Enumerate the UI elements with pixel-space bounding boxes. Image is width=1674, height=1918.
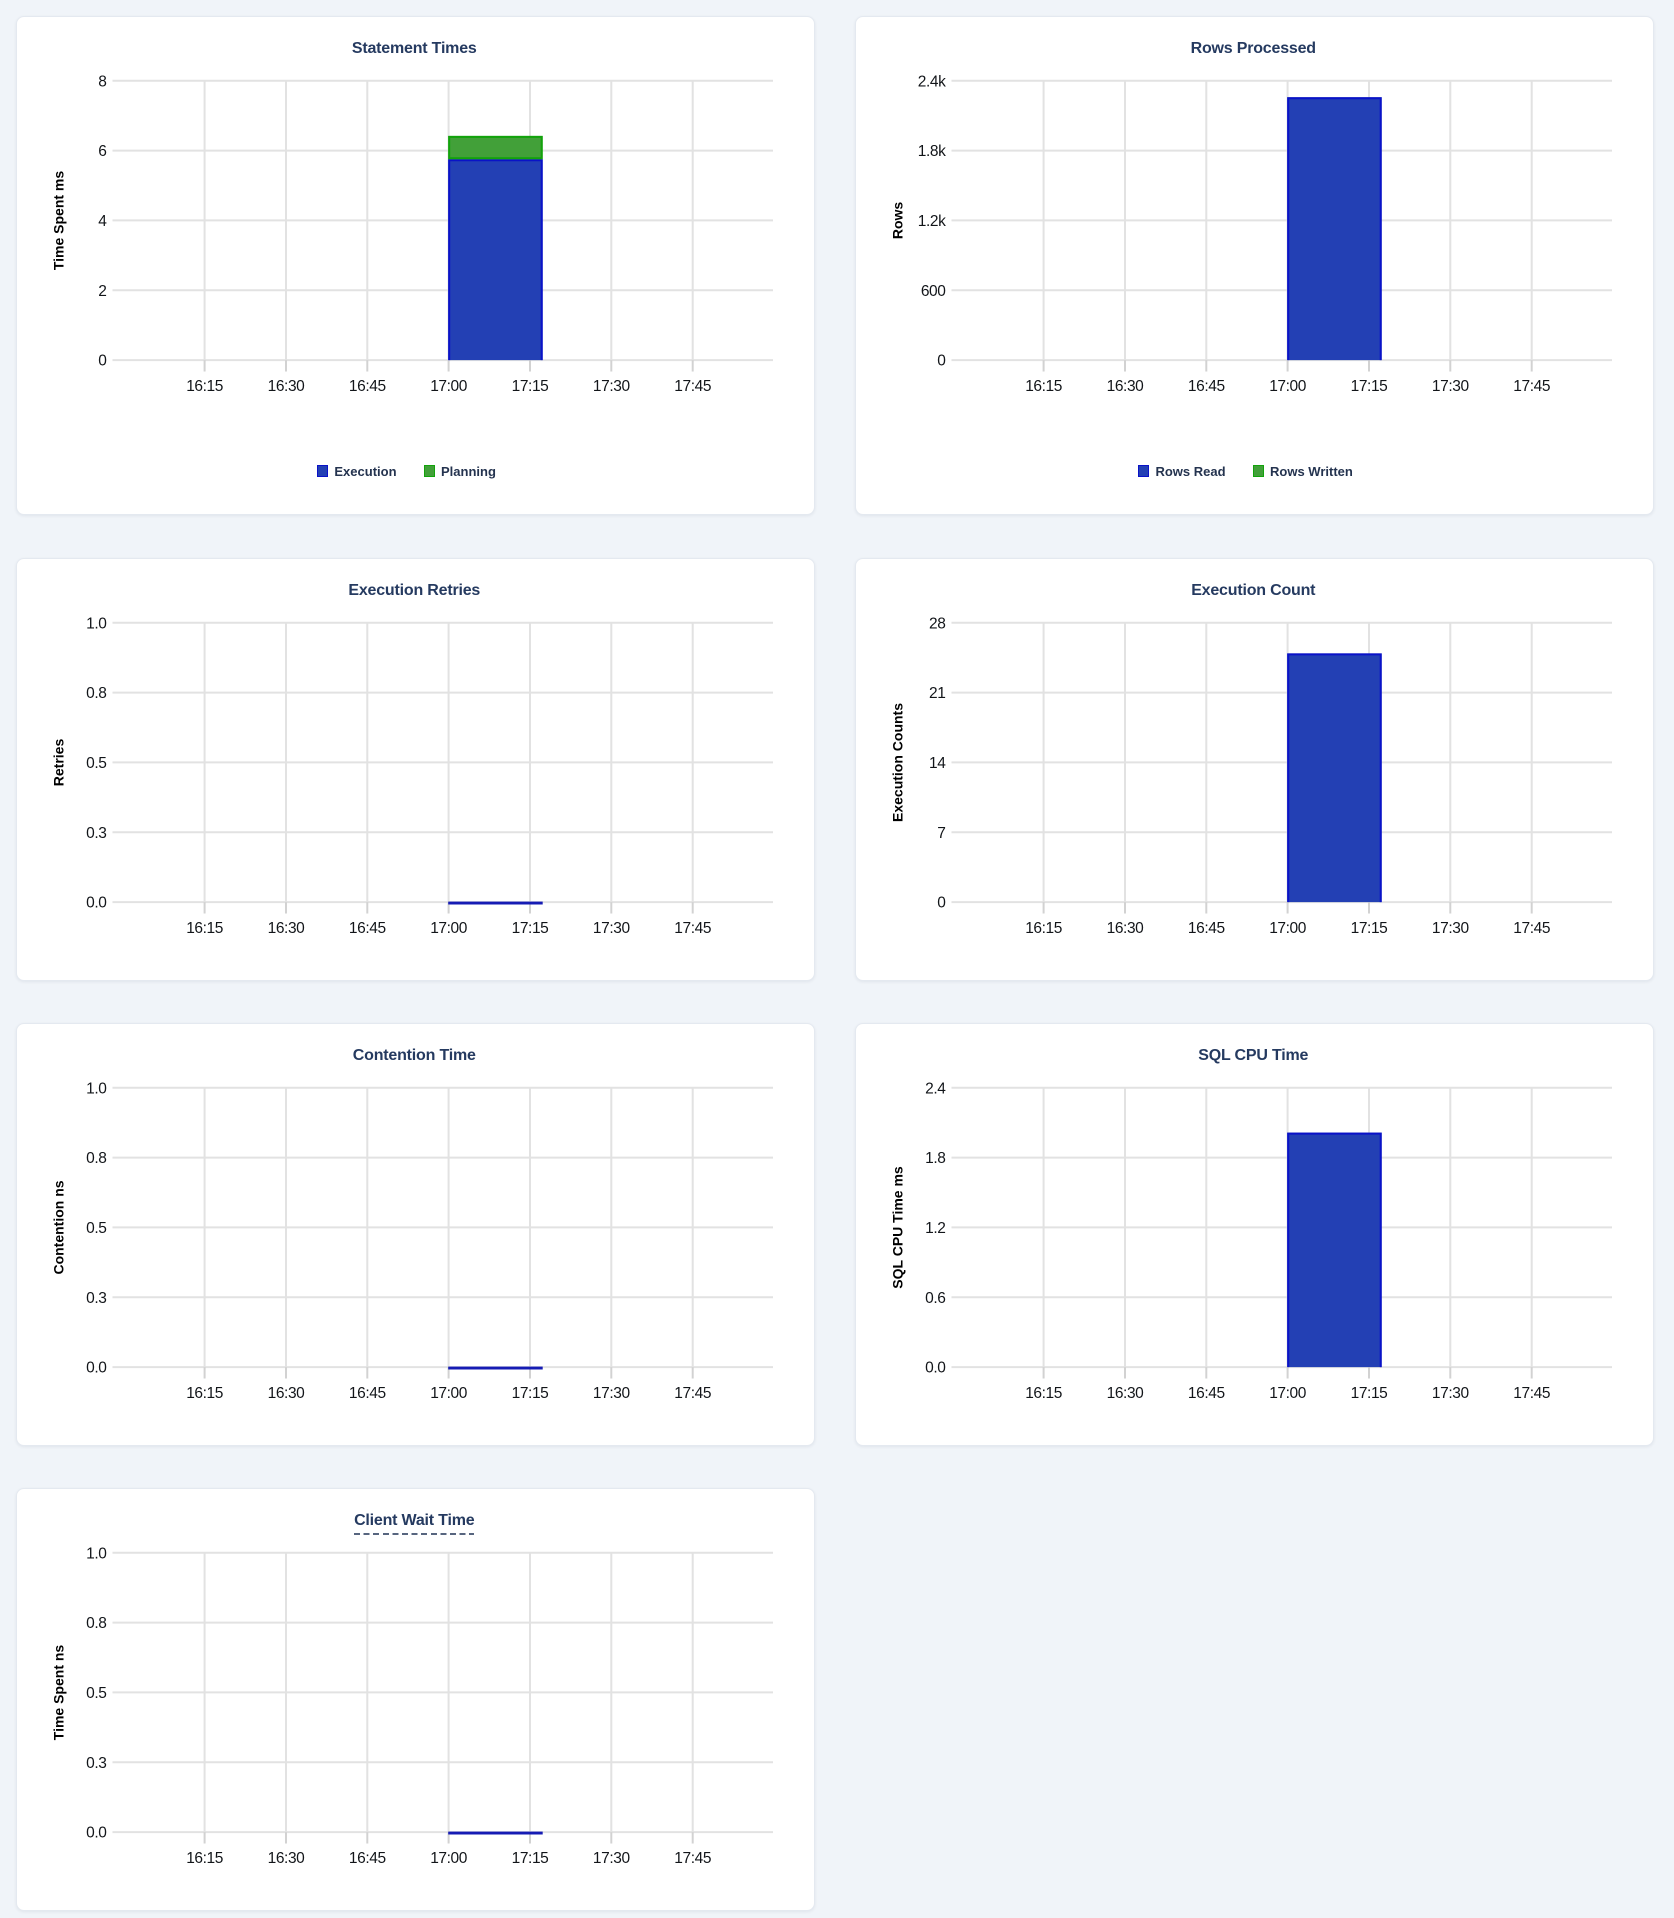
svg-text:17:15: 17:15	[512, 1385, 549, 1402]
svg-text:16:30: 16:30	[1107, 378, 1145, 395]
svg-text:16:15: 16:15	[186, 920, 223, 937]
svg-text:0.0: 0.0	[86, 1360, 107, 1377]
svg-text:17:15: 17:15	[512, 378, 549, 395]
svg-text:16:30: 16:30	[1107, 920, 1145, 937]
svg-text:17:30: 17:30	[593, 1850, 631, 1867]
svg-text:16:30: 16:30	[268, 920, 306, 937]
svg-text:Contention ns: Contention ns	[51, 1180, 67, 1274]
svg-text:0.3: 0.3	[86, 1290, 106, 1307]
svg-text:17:00: 17:00	[430, 1385, 468, 1402]
svg-text:17:15: 17:15	[1351, 378, 1388, 395]
svg-text:16:15: 16:15	[1025, 378, 1062, 395]
svg-text:0.0: 0.0	[925, 1360, 946, 1377]
svg-text:17:45: 17:45	[674, 1850, 711, 1867]
svg-text:1.0: 1.0	[86, 1545, 107, 1562]
svg-text:16:45: 16:45	[349, 1850, 386, 1867]
svg-text:17:45: 17:45	[1513, 378, 1550, 395]
svg-text:Time Spent ms: Time Spent ms	[51, 171, 67, 271]
svg-text:0.8: 0.8	[86, 1150, 106, 1167]
svg-text:17:15: 17:15	[512, 1850, 549, 1867]
svg-text:2: 2	[98, 283, 106, 300]
svg-text:2.4k: 2.4k	[918, 73, 946, 90]
svg-text:17:15: 17:15	[512, 920, 549, 937]
svg-text:17:00: 17:00	[430, 920, 468, 937]
svg-text:17:00: 17:00	[1269, 378, 1307, 395]
svg-text:16:30: 16:30	[268, 1850, 306, 1867]
svg-text:0.5: 0.5	[86, 755, 106, 772]
svg-text:17:30: 17:30	[593, 920, 631, 937]
svg-text:600: 600	[921, 283, 946, 300]
svg-text:16:30: 16:30	[268, 1385, 306, 1402]
svg-text:Time Spent ns: Time Spent ns	[51, 1645, 67, 1741]
svg-text:21: 21	[929, 685, 945, 702]
svg-text:0.0: 0.0	[86, 1825, 107, 1842]
svg-text:16:45: 16:45	[1188, 1385, 1225, 1402]
svg-text:7: 7	[937, 825, 945, 842]
svg-text:16:15: 16:15	[1025, 1385, 1062, 1402]
svg-text:16:30: 16:30	[1107, 1385, 1145, 1402]
svg-text:1.0: 1.0	[86, 1080, 107, 1097]
svg-text:0: 0	[937, 353, 946, 370]
svg-text:0.8: 0.8	[86, 685, 106, 702]
svg-text:0.3: 0.3	[86, 825, 106, 842]
svg-text:17:30: 17:30	[593, 378, 631, 395]
svg-text:Rows: Rows	[890, 202, 906, 240]
svg-text:17:00: 17:00	[430, 1850, 468, 1867]
svg-text:16:15: 16:15	[186, 1385, 223, 1402]
svg-text:0.3: 0.3	[86, 1755, 106, 1772]
svg-text:0.8: 0.8	[86, 1615, 106, 1632]
svg-text:17:45: 17:45	[1513, 1385, 1550, 1402]
svg-text:8: 8	[98, 73, 106, 90]
svg-text:0.0: 0.0	[86, 895, 107, 912]
svg-text:14: 14	[929, 755, 946, 772]
svg-text:17:15: 17:15	[1351, 920, 1388, 937]
svg-text:16:45: 16:45	[1188, 920, 1225, 937]
svg-text:16:15: 16:15	[186, 378, 223, 395]
svg-text:Execution Counts: Execution Counts	[890, 703, 906, 822]
svg-text:16:45: 16:45	[349, 920, 386, 937]
svg-text:17:15: 17:15	[1351, 1385, 1388, 1402]
svg-text:16:45: 16:45	[1188, 378, 1225, 395]
svg-text:16:30: 16:30	[268, 378, 306, 395]
svg-text:4: 4	[98, 213, 107, 230]
svg-text:1.2k: 1.2k	[918, 213, 946, 230]
svg-text:0.5: 0.5	[86, 1685, 106, 1702]
svg-text:2.4: 2.4	[925, 1080, 946, 1097]
svg-text:1.8: 1.8	[925, 1150, 945, 1167]
svg-text:16:45: 16:45	[349, 1385, 386, 1402]
svg-text:16:15: 16:15	[186, 1850, 223, 1867]
svg-text:28: 28	[929, 615, 945, 632]
svg-text:17:00: 17:00	[430, 378, 468, 395]
svg-text:17:45: 17:45	[674, 378, 711, 395]
svg-text:17:00: 17:00	[1269, 920, 1307, 937]
svg-text:1.8k: 1.8k	[918, 143, 946, 160]
svg-text:17:30: 17:30	[593, 1385, 631, 1402]
svg-text:0.5: 0.5	[86, 1220, 106, 1237]
svg-text:Retries: Retries	[51, 739, 67, 787]
svg-text:0.6: 0.6	[925, 1290, 945, 1307]
svg-text:0: 0	[937, 895, 946, 912]
svg-text:1.0: 1.0	[86, 615, 107, 632]
svg-text:SQL CPU Time ms: SQL CPU Time ms	[890, 1166, 906, 1289]
svg-text:17:00: 17:00	[1269, 1385, 1307, 1402]
svg-text:17:45: 17:45	[674, 1385, 711, 1402]
svg-text:17:45: 17:45	[674, 920, 711, 937]
svg-text:6: 6	[98, 143, 106, 160]
svg-text:17:45: 17:45	[1513, 920, 1550, 937]
svg-text:16:15: 16:15	[1025, 920, 1062, 937]
svg-text:17:30: 17:30	[1432, 1385, 1470, 1402]
svg-text:17:30: 17:30	[1432, 378, 1470, 395]
svg-text:17:30: 17:30	[1432, 920, 1470, 937]
svg-text:1.2: 1.2	[925, 1220, 945, 1237]
svg-text:0: 0	[98, 353, 107, 370]
svg-text:16:45: 16:45	[349, 378, 386, 395]
